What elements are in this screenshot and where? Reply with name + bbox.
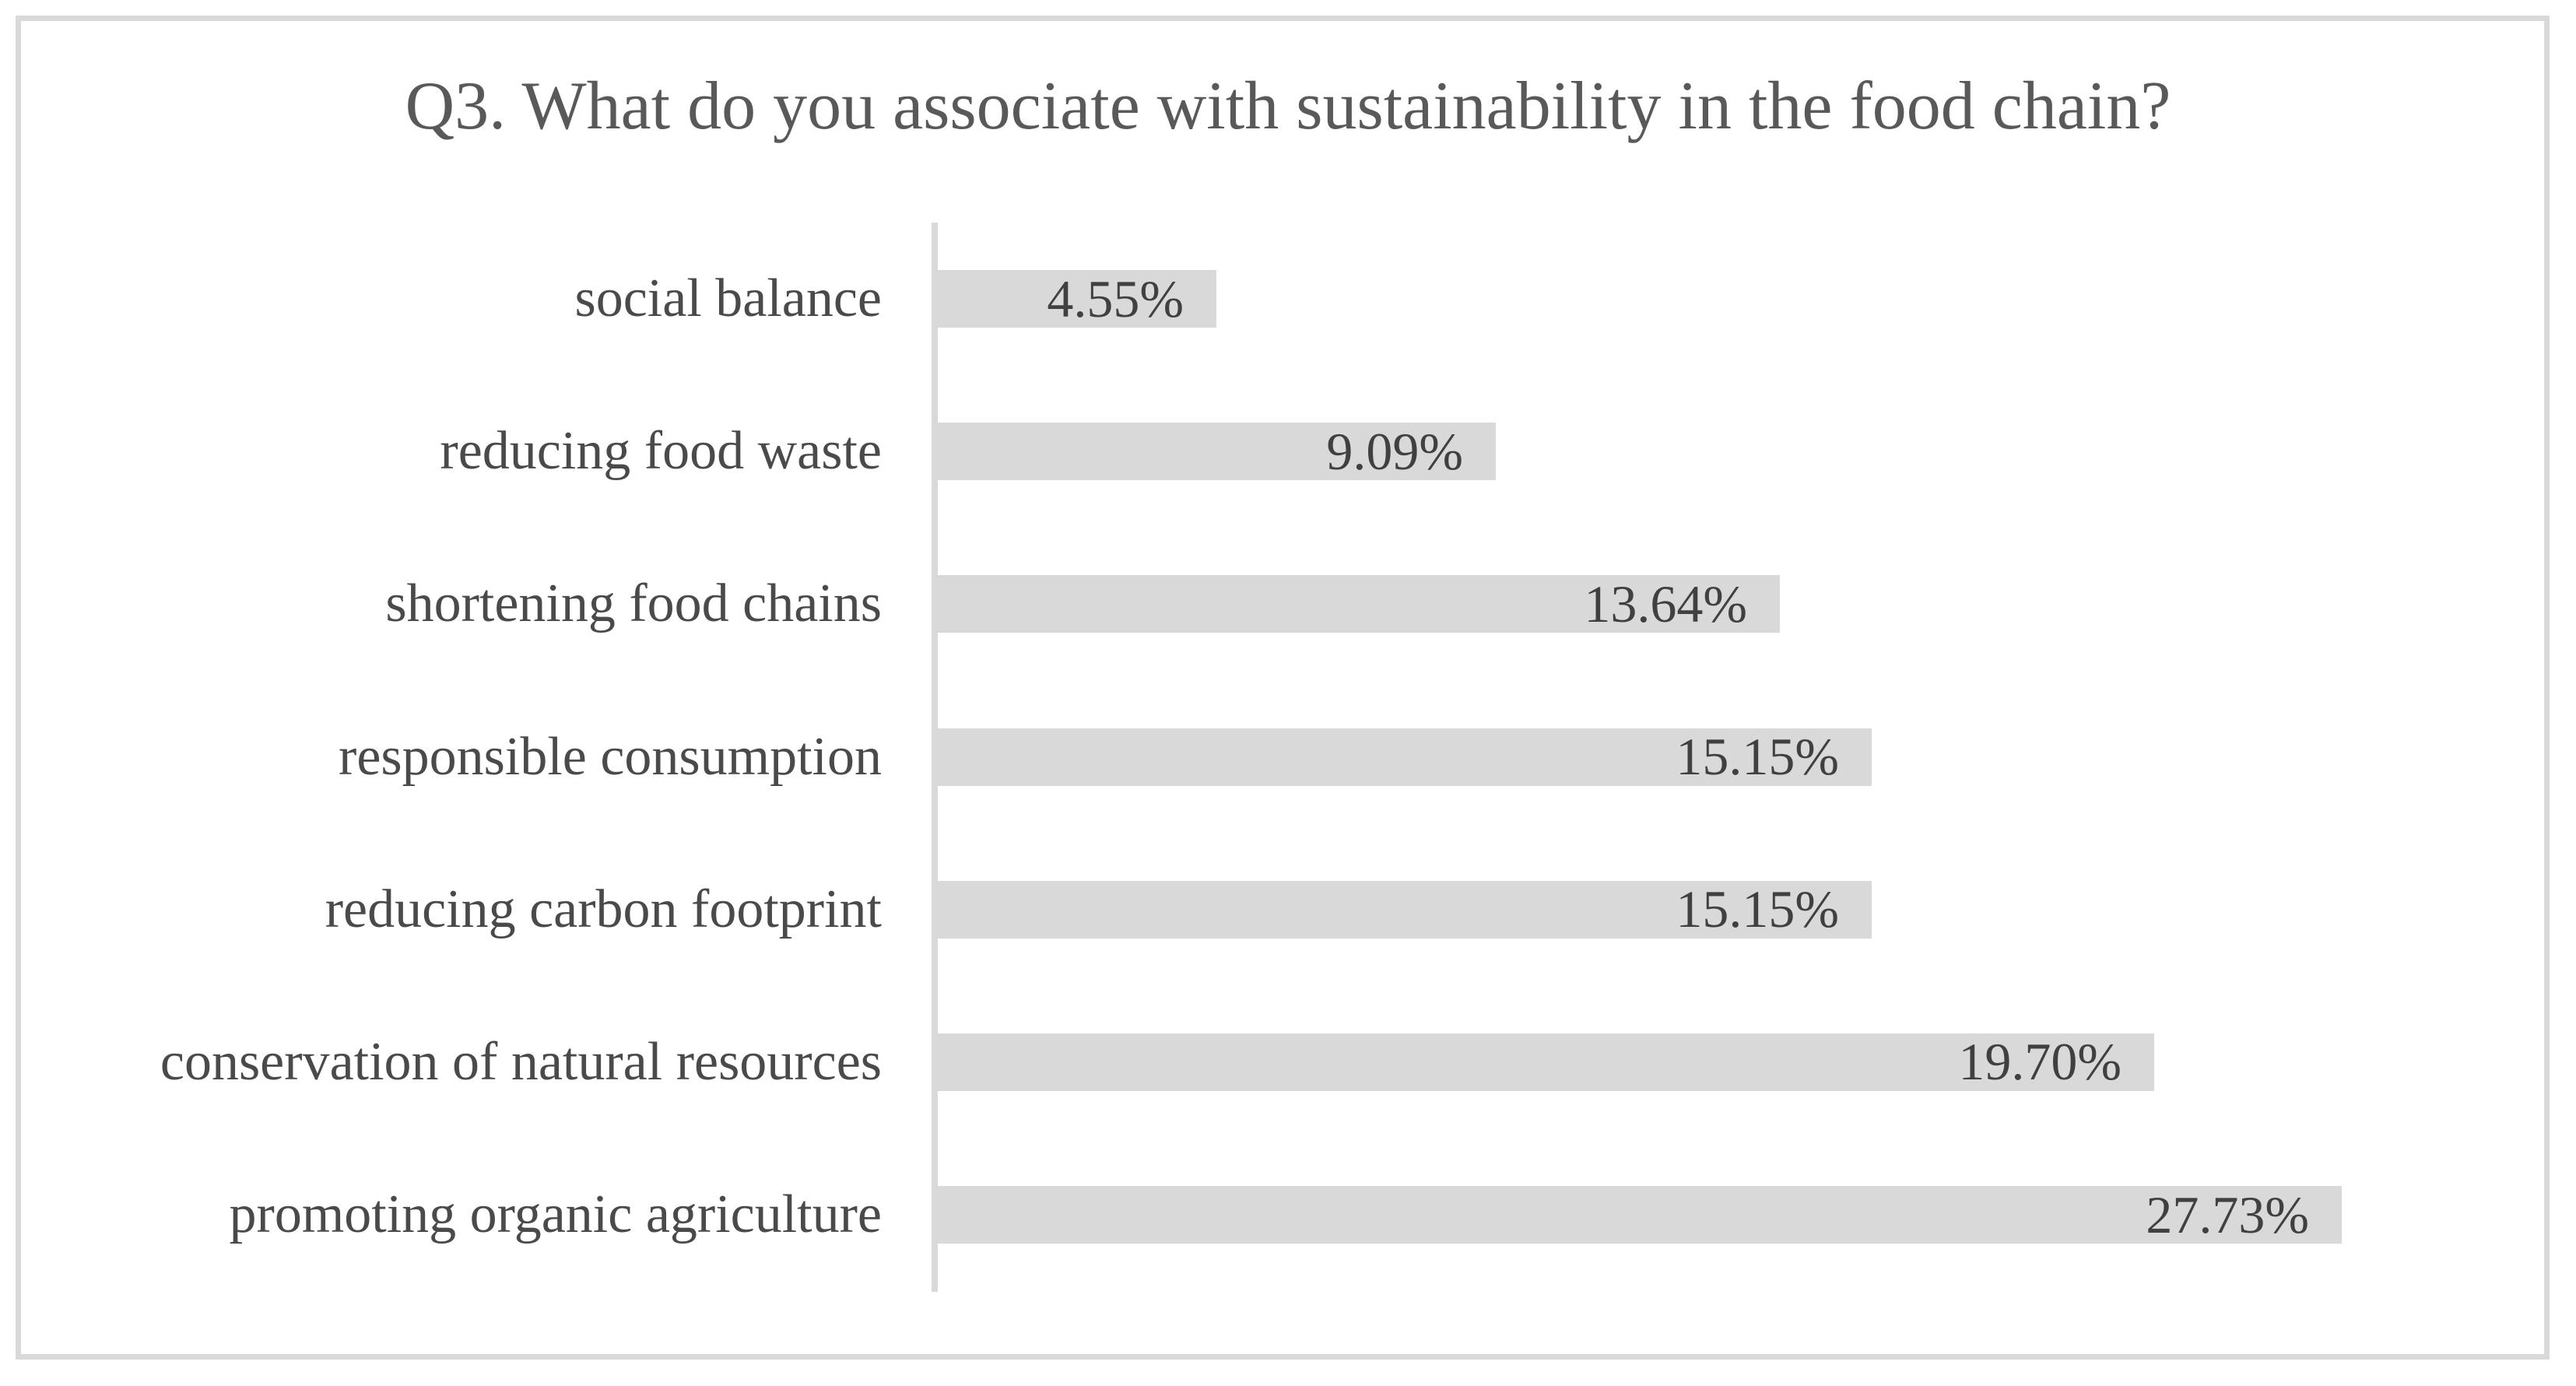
- category-label: social balance: [574, 268, 882, 329]
- category-label: reducing food waste: [440, 421, 882, 482]
- value-label: 15.15%: [1676, 727, 1839, 787]
- bar: 15.15%: [938, 727, 1872, 787]
- bar-row: conservation of natural resources 19.70%: [0, 986, 2576, 1139]
- bar: 13.64%: [938, 574, 1780, 633]
- bar: 15.15%: [938, 879, 1872, 939]
- bar: 27.73%: [938, 1184, 2342, 1244]
- category-label: reducing carbon footprint: [325, 879, 882, 939]
- bar-row: promoting organic agriculture 27.73%: [0, 1139, 2576, 1291]
- category-label: responsible consumption: [339, 726, 882, 787]
- value-label: 15.15%: [1676, 879, 1839, 939]
- category-label: conservation of natural resources: [160, 1032, 882, 1093]
- chart-title: Q3. What do you associate with sustainab…: [405, 68, 2171, 144]
- plot-area: social balance 4.55% reducing food waste…: [0, 223, 2576, 1292]
- category-label: shortening food chains: [385, 574, 882, 634]
- bar-row: social balance 4.55%: [0, 223, 2576, 375]
- bar-rows: social balance 4.55% reducing food waste…: [0, 223, 2576, 1291]
- category-label: promoting organic agriculture: [229, 1184, 882, 1245]
- value-label: 9.09%: [1326, 421, 1463, 481]
- bar-row: responsible consumption 15.15%: [0, 681, 2576, 833]
- bar: 9.09%: [938, 421, 1496, 481]
- chart-frame: [16, 16, 2550, 1360]
- value-label: 19.70%: [1958, 1032, 2122, 1092]
- bar-row: shortening food chains 13.64%: [0, 528, 2576, 680]
- value-label: 4.55%: [1047, 268, 1184, 328]
- value-label: 27.73%: [2146, 1184, 2309, 1244]
- y-axis-line: [932, 223, 938, 1292]
- bar: 4.55%: [938, 268, 1216, 328]
- bar-row: reducing food waste 9.09%: [0, 375, 2576, 528]
- bar-row: reducing carbon footprint 15.15%: [0, 833, 2576, 986]
- value-label: 13.64%: [1584, 574, 1747, 633]
- bar: 19.70%: [938, 1032, 2154, 1092]
